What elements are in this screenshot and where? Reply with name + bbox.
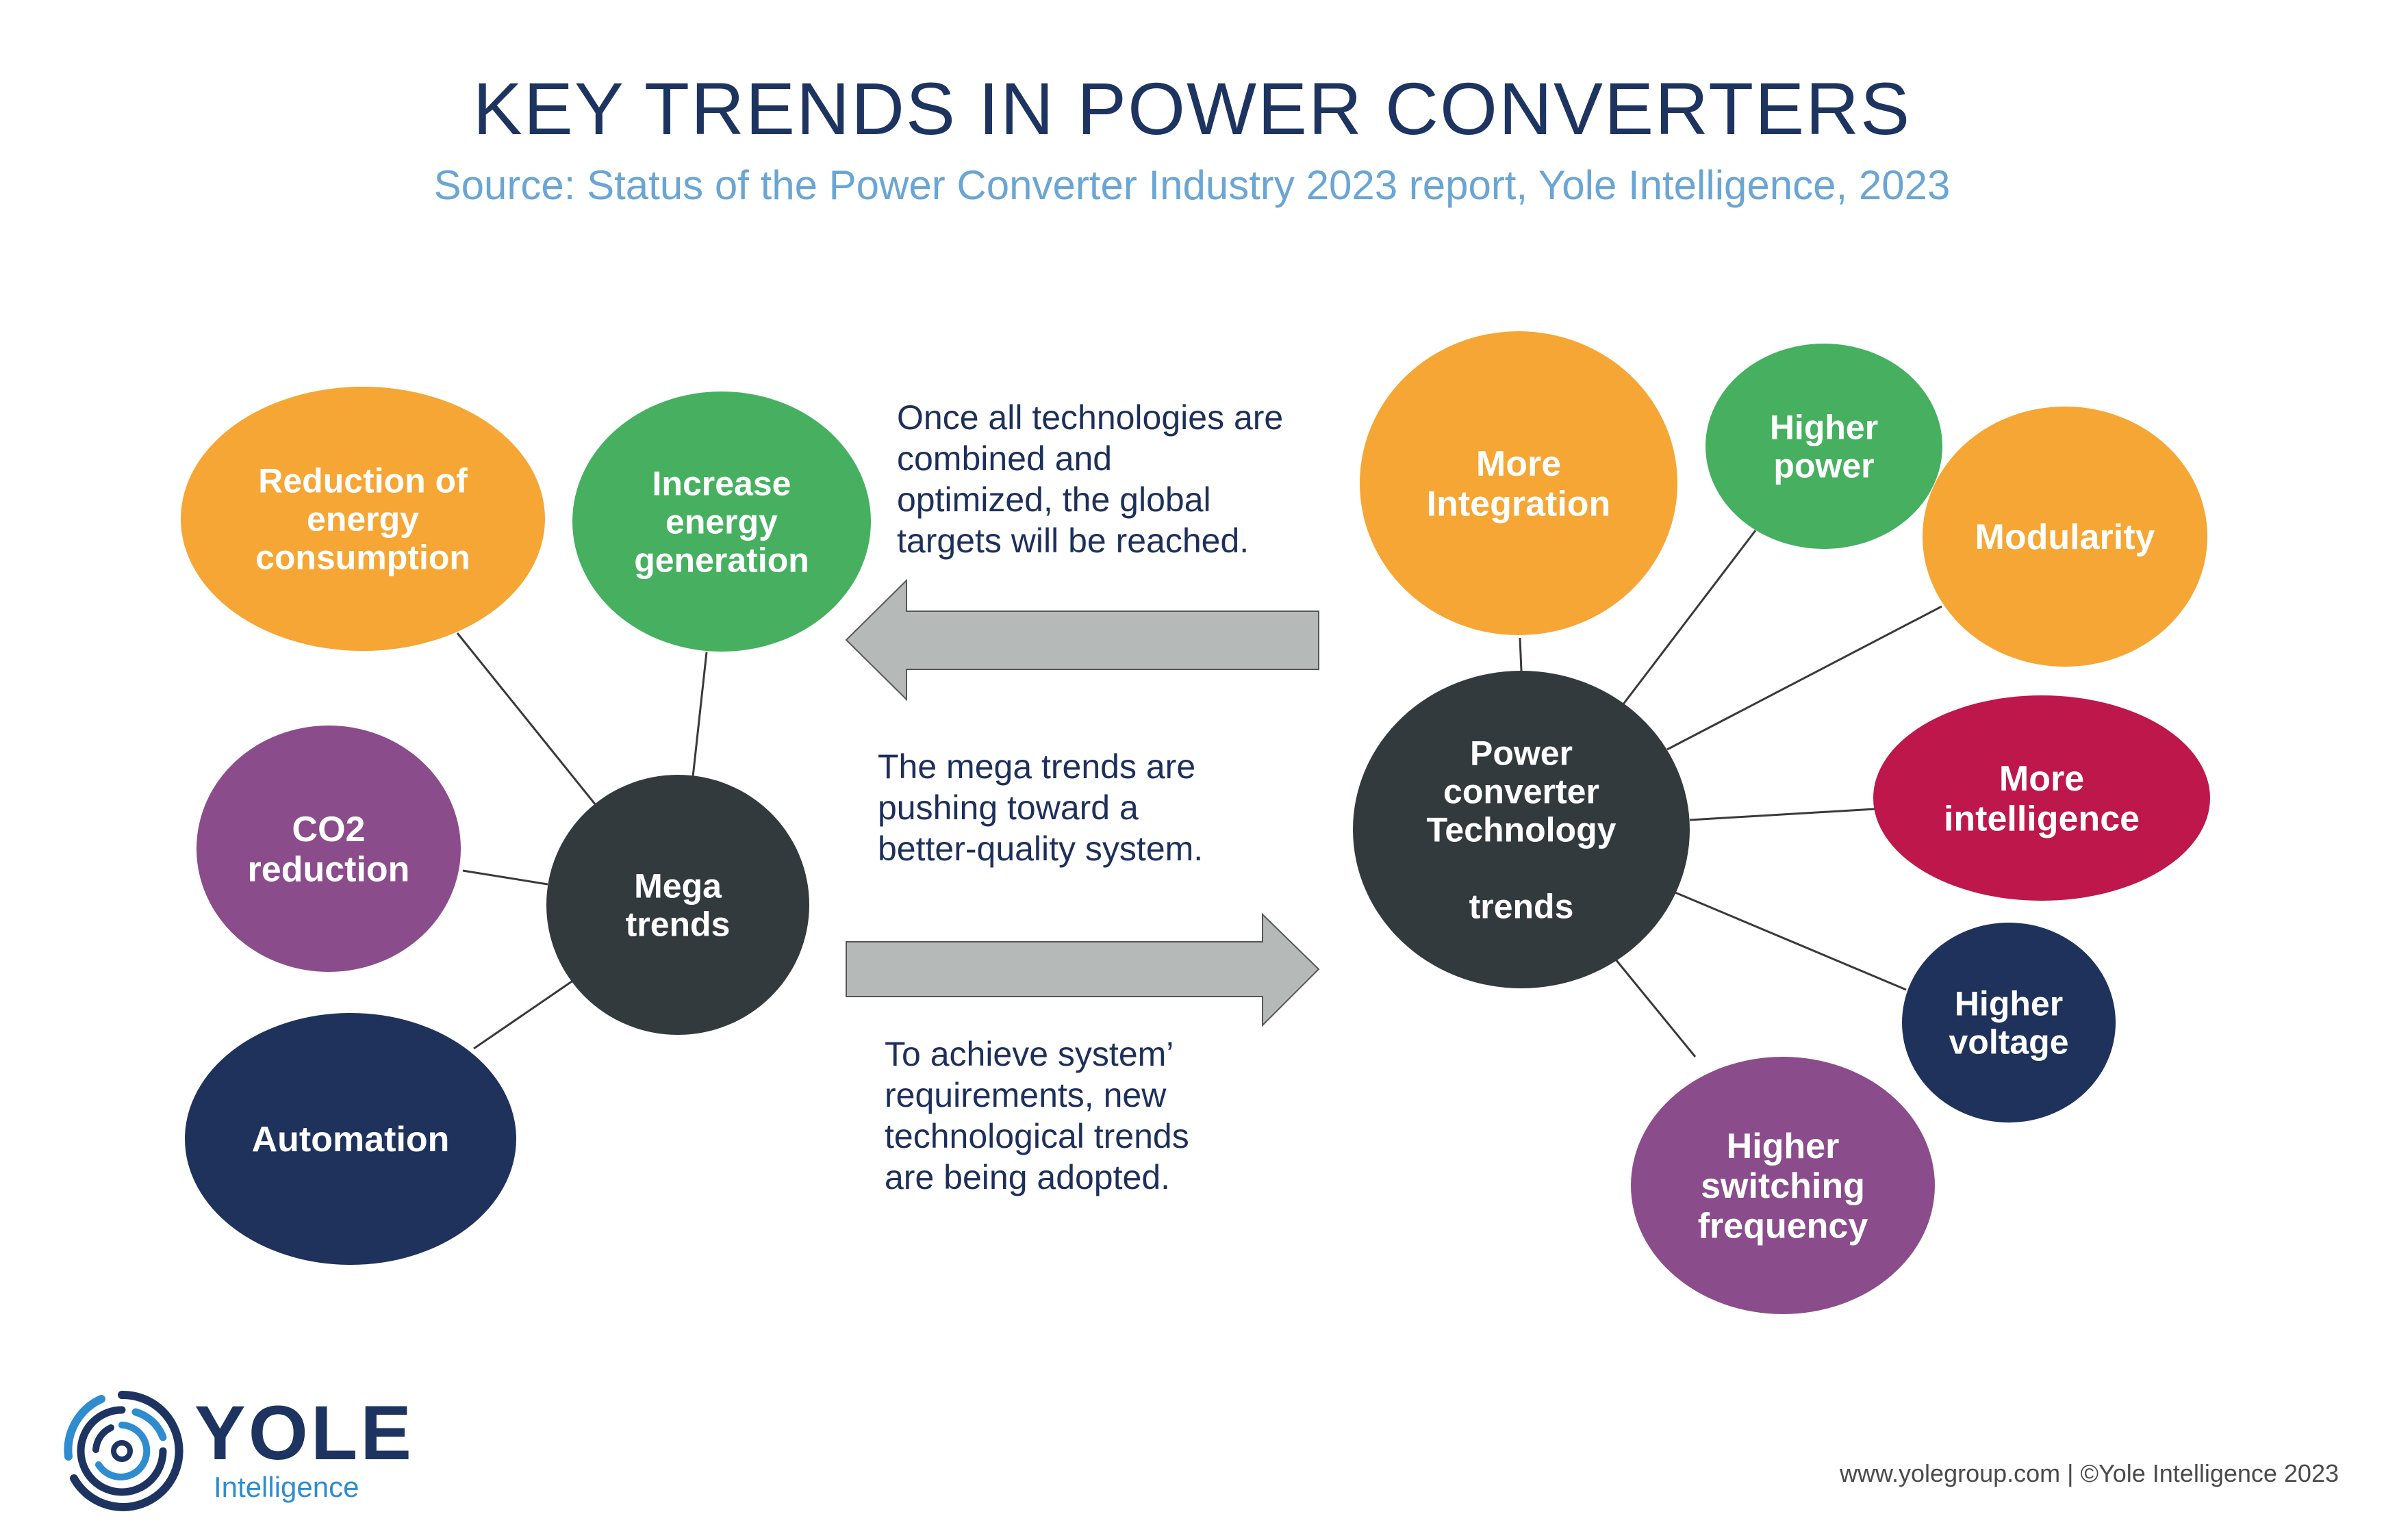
bubble-switching-label: frequency <box>1698 1206 1868 1246</box>
bubble-switching-shape <box>1631 1057 1935 1314</box>
bubble-higher-power-shape <box>1705 344 1942 549</box>
footer-copyright: www.yolegroup.com | ©Yole Intelligence 2… <box>1840 1459 2339 1487</box>
connector-lines <box>456 530 1942 1057</box>
bubble-co2-label: reduction <box>248 849 410 889</box>
hub-power-converter-technology-label: Power <box>1470 734 1573 773</box>
hub-mega-trends-shape <box>546 775 809 1035</box>
yole-logo-sub: Intelligence <box>214 1471 359 1503</box>
yole-logo-word: YOLE <box>194 1390 414 1476</box>
bubble-integration-label: More <box>1476 444 1561 484</box>
bubble-reduction-label: consumption <box>255 539 470 577</box>
bubble-voltage-label: Higher <box>1955 985 2063 1023</box>
hub-power-converter-technology-shape <box>1353 671 1690 988</box>
note-global-targets: Once all technologies are combined and o… <box>897 398 1284 560</box>
note-new-tech-adopted: To achieve system’ requirements, new tec… <box>885 1035 1189 1196</box>
connector-line-1 <box>692 652 708 778</box>
bubble-increase-label: energy <box>665 503 778 541</box>
hub-mega-trends-label: Mega <box>634 867 722 906</box>
arrow-right <box>846 912 1320 1027</box>
bubble-voltage-label: voltage <box>1949 1023 2068 1062</box>
bubble-integration-label: Integration <box>1427 484 1611 524</box>
connector-line-5 <box>1621 530 1757 706</box>
bubble-increase-label: Increase <box>652 465 791 503</box>
arrow-left <box>845 578 1319 702</box>
bubble-increase-label: generation <box>634 541 809 580</box>
bubble-reduction-label: energy <box>307 500 419 539</box>
bubble-reduction-label: Reduction of <box>258 462 468 500</box>
bubble-voltage-shape <box>1902 923 2116 1122</box>
connector-line-8 <box>1671 890 1907 991</box>
hub-power-converter-technology-label: Technology <box>1427 811 1616 849</box>
arrows <box>845 578 1320 1027</box>
connector-line-2 <box>462 869 548 886</box>
bubble-modularity: Modularity <box>1923 407 2207 667</box>
bubble-co2-shape <box>196 726 461 972</box>
yole-logo-icon <box>64 1390 183 1511</box>
bubble-automation-shape <box>185 1013 516 1265</box>
bubble-co2-label: CO2 <box>292 810 366 849</box>
bubble-increase-shape <box>572 392 871 652</box>
bubbles: Reduction ofenergyconsumptionIncreaseene… <box>181 331 2210 1314</box>
hub-power-converter-technology-label: converter <box>1443 773 1599 811</box>
hub-power-converter-technology-label: trends <box>1469 888 1574 926</box>
bubble-intelligence-shape <box>1873 695 2210 901</box>
note-mega-trends-pushing: The mega trends are pushing toward a bet… <box>878 747 1204 868</box>
connector-line-9 <box>1614 959 1697 1057</box>
bubble-automation: Automation <box>185 1013 516 1265</box>
bubble-switching-label: Higher <box>1727 1127 1840 1166</box>
bubble-integration-shape <box>1360 331 1677 635</box>
bubble-switching-label: switching <box>1701 1166 1865 1206</box>
source-subtitle: Source: Status of the Power Converter In… <box>433 162 1951 208</box>
connector-line-4 <box>1519 637 1523 671</box>
bubble-higher-power-label: Higher <box>1770 409 1878 447</box>
bubble-reduction-shape <box>181 387 545 651</box>
connector-line-7 <box>1689 808 1875 821</box>
bubble-modularity-label: Modularity <box>1975 517 2155 557</box>
bubble-intelligence-label: intelligence <box>1944 799 2140 838</box>
bubble-automation-label: Automation <box>252 1120 450 1159</box>
connector-line-0 <box>456 632 597 806</box>
bubble-intelligence-label: More <box>1999 759 2084 799</box>
page-title: KEY TRENDS IN POWER CONVERTERS <box>472 67 1912 150</box>
hub-mega-trends-label: trends <box>626 906 731 944</box>
bubble-modularity-shape <box>1923 407 2207 667</box>
connector-line-6 <box>1666 605 1942 751</box>
bubble-higher-power-label: power <box>1773 447 1874 485</box>
connector-line-3 <box>473 979 574 1050</box>
